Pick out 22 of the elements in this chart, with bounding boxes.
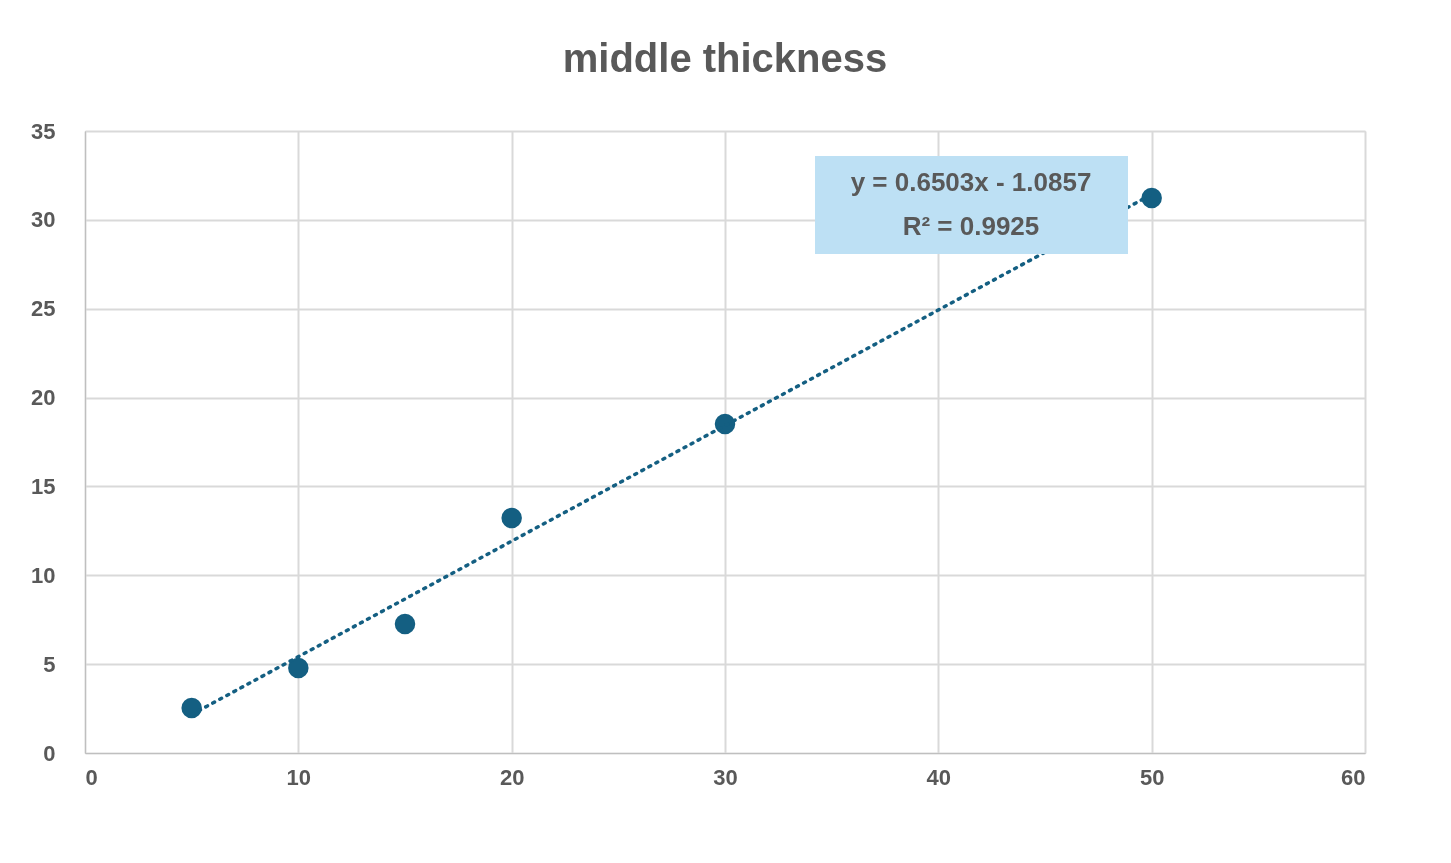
x-tick-label: 60 [1341,764,1366,790]
point [394,613,416,635]
chart-title: middle thickness [562,36,888,80]
x-tick-label: 50 [1139,764,1165,790]
point [288,657,309,679]
y-tick-label: 10 [31,562,56,588]
y-tick-label: 20 [31,385,56,411]
x-tick-label: 20 [499,764,525,790]
point [501,507,522,529]
y-tick-label: 30 [31,207,56,233]
annotation: y = 0.6503x - 1.0857 [850,167,1092,197]
annotation: R² = 0.9925 [902,211,1040,241]
x-tick-label: 0 [85,764,98,790]
x-tick-label: 30 [713,764,738,790]
y-tick-label: 25 [31,296,56,322]
x-tick-label: 40 [926,764,952,790]
y-tick-label: 15 [31,473,56,499]
point [1141,187,1162,209]
y-tick-label: 0 [43,740,56,766]
y-tick-label: 35 [31,118,56,144]
y-tick-label: 5 [43,651,56,677]
x-tick-label: 10 [286,764,312,790]
